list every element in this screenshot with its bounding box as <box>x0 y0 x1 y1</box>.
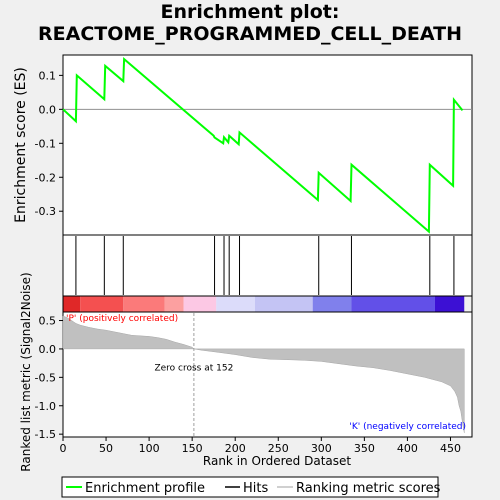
metric-x-tick-label: 300 <box>311 442 332 455</box>
metric-x-tick-label: 150 <box>182 442 203 455</box>
es-y-tick-label: -0.3 <box>35 205 56 218</box>
metric-x-axis-label: Rank in Ordered Dataset <box>203 454 351 468</box>
metric-panel <box>62 311 473 438</box>
positive-correlation-label: 'P' (positively correlated) <box>66 314 178 324</box>
metric-y-tick-label: 0.5 <box>39 315 57 328</box>
color-bar-segment <box>164 296 184 312</box>
color-bar-segment <box>216 296 256 312</box>
color-bar-segment <box>123 296 165 312</box>
es-y-tick-label: 0.0 <box>39 103 57 116</box>
es-y-tick-label: 0.1 <box>39 69 57 82</box>
color-bar-segment <box>80 296 124 312</box>
legend-metric-label: Ranking metric scores <box>296 481 441 496</box>
hits-group <box>75 236 455 295</box>
chart-title-line1: Enrichment plot: <box>161 1 340 23</box>
metric-x-tick-label: 400 <box>397 442 418 455</box>
color-bar-segment <box>63 296 81 312</box>
color-bar-segment <box>183 296 217 312</box>
metric-y-ticks: 0.5 0.0 -0.5 -1.0 -1.5 <box>35 315 63 441</box>
metric-x-tick-label: 50 <box>99 442 113 455</box>
zero-cross-label: Zero cross at 152 <box>154 364 233 374</box>
metric-y-tick-label: 0.0 <box>39 343 57 356</box>
es-y-ticks: 0.1 0.0 -0.1 -0.2 -0.3 <box>35 69 63 218</box>
metric-x-tick-label: 450 <box>440 442 461 455</box>
hits-panel <box>62 234 473 297</box>
metric-x-ticks: 0 50 100 150 200 250 300 350 400 450 <box>60 437 461 455</box>
enrichment-profile-line <box>62 56 464 234</box>
metric-x-tick-label: 350 <box>354 442 375 455</box>
es-y-tick-label: -0.1 <box>35 137 56 150</box>
es-line-group <box>62 56 464 234</box>
metric-area-group <box>62 315 465 434</box>
color-bar-segment <box>312 296 352 312</box>
metric-x-tick-label: 250 <box>268 442 289 455</box>
legend-enrichment-label: Enrichment profile <box>85 481 205 496</box>
color-bar-segment <box>434 296 465 312</box>
metric-y-tick-label: -1.5 <box>35 428 56 441</box>
metric-y-tick-label: -1.0 <box>35 400 56 413</box>
metric-x-tick-label: 200 <box>225 442 246 455</box>
metric-x-tick-label: 0 <box>60 442 67 455</box>
metric-y-axis-label: Ranked list metric (Signal2Noise) <box>19 272 33 471</box>
color-bar-segment <box>255 296 313 312</box>
es-panel <box>62 54 473 236</box>
color-bar-segment <box>351 296 435 312</box>
es-y-axis-label: Enrichment score (ES) <box>13 67 29 223</box>
chart-title-line2: REACTOME_PROGRAMMED_CELL_DEATH <box>38 23 462 45</box>
metric-x-tick-label: 100 <box>139 442 160 455</box>
ranked-metric-area <box>62 315 465 434</box>
negative-correlation-label: 'K' (negatively correlated) <box>349 422 466 432</box>
legend-hits-label: Hits <box>243 481 268 496</box>
metric-y-tick-label: -0.5 <box>35 371 56 384</box>
es-y-tick-label: -0.2 <box>35 171 56 184</box>
legend-box <box>61 476 439 498</box>
rank-color-bar <box>63 296 465 312</box>
